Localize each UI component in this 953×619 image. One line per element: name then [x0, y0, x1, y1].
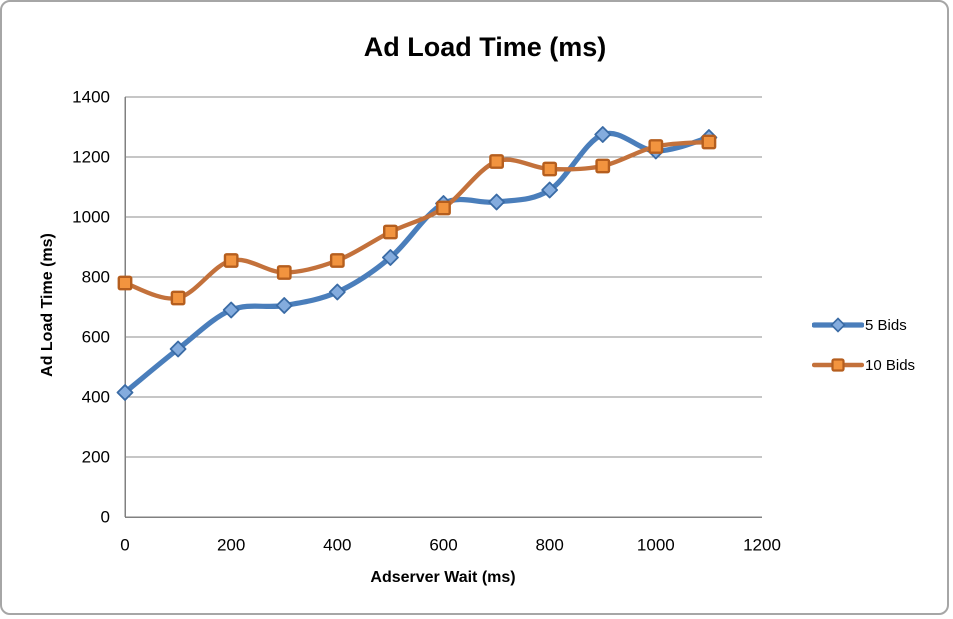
data-point-10-bids-x700 [489, 154, 504, 169]
data-point-5-bids-x500 [382, 249, 399, 266]
x-axis-title: Adserver Wait (ms) [370, 569, 516, 586]
series-line-10-bids [122, 139, 712, 301]
y-tick-label-400: 400 [82, 388, 110, 407]
x-tick-label-0: 0 [120, 536, 129, 555]
y-tick-label-800: 800 [82, 268, 110, 287]
data-point-5-bids-x300 [275, 297, 293, 314]
chart-title: Ad Load Time (ms) [363, 32, 607, 62]
x-tick-label-1200: 1200 [743, 536, 781, 555]
data-point-10-bids-x1100 [701, 134, 717, 150]
y-tick-label-0: 0 [101, 508, 110, 527]
x-tick-label-600: 600 [429, 536, 457, 555]
legend-line-square-icon [812, 358, 864, 372]
data-point-10-bids-x0 [117, 275, 133, 291]
x-tick-label-1000: 1000 [637, 536, 675, 555]
y-tick-label-1400: 1400 [72, 88, 110, 107]
data-point-10-bids-x300 [276, 265, 292, 280]
data-point-10-bids-x900 [595, 158, 611, 174]
data-point-10-bids-x400 [329, 253, 345, 268]
data-point-5-bids-x800 [541, 181, 559, 199]
data-point-10-bids-x100 [170, 290, 186, 306]
data-point-10-bids-x500 [383, 224, 398, 240]
data-point-10-bids-x1000 [648, 139, 664, 154]
legend-line-diamond-icon [812, 317, 864, 333]
legend-label-5-bids: 5 Bids [865, 316, 907, 334]
data-point-10-bids-x800 [542, 161, 558, 177]
legend-item-5-bids: 5 Bids [812, 305, 915, 345]
data-point-5-bids-x200 [222, 301, 240, 319]
x-tick-label-400: 400 [323, 536, 351, 555]
data-point-5-bids-x100 [169, 340, 187, 358]
data-point-10-bids-x600 [436, 200, 451, 216]
y-tick-label-1200: 1200 [72, 148, 110, 167]
y-tick-label-1000: 1000 [72, 208, 110, 227]
legend: 5 Bids 10 Bids [812, 305, 915, 385]
data-point-5-bids-x900 [594, 126, 612, 143]
y-tick-label-200: 200 [82, 448, 110, 467]
x-tick-label-800: 800 [535, 536, 563, 555]
series-line-5-bids [122, 130, 712, 396]
data-point-5-bids-x400 [328, 283, 346, 301]
x-tick-label-200: 200 [217, 536, 245, 555]
data-point-10-bids-x200 [223, 253, 239, 268]
legend-item-10-bids: 10 Bids [812, 345, 915, 385]
data-point-5-bids-x0 [116, 384, 134, 401]
legend-label-10-bids: 10 Bids [865, 356, 916, 374]
y-tick-label-600: 600 [82, 328, 110, 347]
data-point-5-bids-x700 [488, 193, 505, 211]
